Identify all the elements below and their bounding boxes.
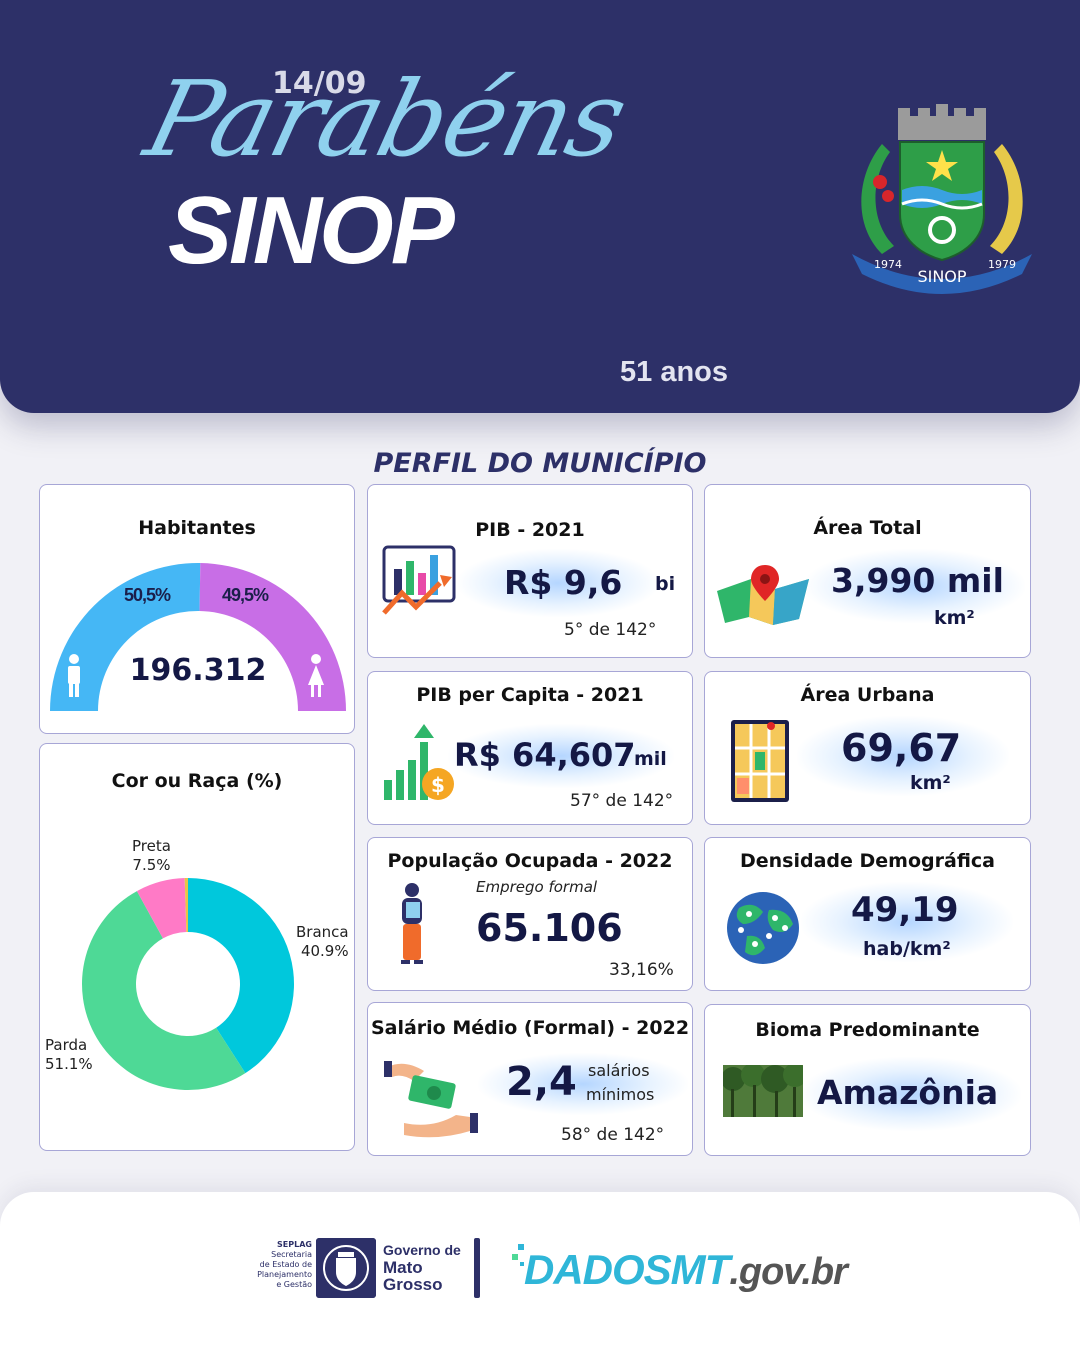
salario-card: Salário Médio (Formal) - 2022 2,4 salári… [367,1002,693,1156]
gov-line-1: Governo de [383,1242,461,1258]
seplag-short: SEPLAG [277,1240,312,1249]
cor-raca-donut-chart [82,878,295,1090]
pib-value: R$ 9,6 [504,563,623,602]
area-urbana-value: 69,67 [841,726,962,770]
area-urbana-card: Área Urbana 69,67 km² [704,671,1031,825]
salario-unit-line2: mínimos [586,1085,655,1104]
anniversary-years: 51 anos [620,356,728,388]
footer: SEPLAG Secretaria de Estado de Planejame… [0,1192,1080,1350]
salario-title: Salário Médio (Formal) - 2022 [370,1017,690,1039]
label-branca-value: 40.9% [300,942,349,960]
forest-icon [723,1065,803,1117]
svg-text:SINOP: SINOP [917,267,966,286]
female-icon [308,654,324,697]
pib-title: PIB - 2021 [475,519,585,541]
pib-capita-card: PIB per Capita - 2021 $ R$ 64,607 mil 57… [367,671,693,825]
bioma-title: Bioma Predominante [755,1019,980,1041]
seplag-line-1: Secretaria [271,1250,312,1259]
seplag-line-2: de Estado de [259,1260,312,1269]
chart-growth-icon [382,545,456,615]
pib-capita-value: R$ 64,607 [454,736,636,774]
cor-raca-title: Cor ou Raça (%) [111,770,283,792]
habitantes-title: Habitantes [138,517,256,539]
pib-capita-title: PIB per Capita - 2021 [416,684,644,706]
pib-unit: bi [655,573,676,595]
cor-raca-card: Cor ou Raça (%) Preta 7.5% Branca 40.9% … [39,743,355,1151]
seplag-text: SEPLAG Secretaria de Estado de Planejame… [254,1240,312,1290]
area-total-value: 3,990 mil [831,561,1004,600]
globe-people-icon [727,892,799,964]
map-pin-icon [717,565,809,625]
label-branca: Branca 40.9% [296,923,349,961]
gender-gauge [50,563,346,711]
salario-rank: 58° de 142° [561,1125,665,1145]
header-banner: Parabéns 14/09 SINOP 51 anos SINOP 1974 … [0,0,1080,413]
gauge-female-segment [199,563,346,711]
densidade-value: 49,19 [851,890,959,930]
donut-slice-parda [82,891,246,1090]
area-total-card: Área Total 3,990 mil km² [704,484,1031,658]
svg-text:1974: 1974 [874,258,902,271]
label-branca-name: Branca [296,923,349,941]
seplag-line-3: Planejamento [257,1270,312,1279]
seplag-line-4: e Gestão [276,1280,312,1289]
salary-hand-icon [384,1061,478,1138]
script-title: Parabéns [134,58,637,180]
donut-slice-preta [136,878,187,939]
salario-unit-line1: salários [588,1061,650,1080]
anniversary-date: 14/09 [272,66,367,101]
densidade-card: Densidade Demográfica 49,19 hab/km² [704,837,1031,991]
populacao-card: População Ocupada - 2022 Emprego formal … [367,837,693,991]
populacao-percentage: 33,16% [609,960,674,980]
area-total-unit: km² [934,607,975,629]
money-growth-icon: $ [384,724,454,800]
label-parda-name: Parda [45,1036,88,1054]
label-preta: Preta 7.5% [132,837,171,875]
gov-line-3: Grosso [383,1275,443,1294]
gov-mt-text: Governo de Mato Grosso [383,1242,473,1293]
dados-mt-main: DADOSMT [524,1246,730,1293]
area-urbana-title: Área Urbana [800,684,935,706]
populacao-subtitle: Emprego formal [476,878,598,896]
worker-icon [401,883,423,964]
habitantes-card: Habitantes 50,5% 49,5% 196.312 [39,484,355,734]
svg-text:1979: 1979 [988,258,1016,271]
label-parda: Parda 51.1% [45,1036,93,1074]
section-title: PERFIL DO MUNICÍPIO [373,448,707,479]
pib-capita-rank: 57° de 142° [570,791,674,811]
label-preta-name: Preta [132,837,171,855]
male-icon [68,654,80,697]
populacao-title: População Ocupada - 2022 [387,850,673,872]
pib-rank: 5° de 142° [564,620,657,640]
city-map-icon [731,720,789,802]
state-coat-of-arms-icon [316,1238,376,1298]
svg-text:$: $ [431,773,445,797]
donut-slice-branca [188,878,295,1074]
gov-line-2: Mato [383,1258,423,1277]
label-preta-value: 7.5% [132,856,171,874]
label-parda-value: 51.1% [45,1055,93,1073]
pib-card: PIB - 2021 R$ 9,6 bi 5° de 142° [367,484,693,658]
dados-mt-suffix: .gov.br [729,1251,848,1293]
habitantes-value: 196.312 [129,653,267,688]
salario-value: 2,4 [506,1059,577,1105]
gauge-male-segment [50,563,201,711]
area-total-title: Área Total [813,517,922,539]
dados-pixel-icon [512,1244,524,1266]
donut-slice-outras [184,878,188,933]
populacao-value: 65.106 [476,906,623,950]
bioma-card: Bioma Predominante Amazônia [704,1004,1031,1156]
dados-mt-logo: DADOSMT.gov.br [524,1246,848,1294]
bioma-value: Amazônia [817,1073,999,1112]
densidade-unit: hab/km² [863,938,951,960]
densidade-title: Densidade Demográfica [740,850,995,872]
footer-divider [474,1238,480,1298]
pib-capita-unit: mil [634,748,667,770]
city-crest-icon: SINOP 1974 1979 [852,104,1032,294]
male-percentage: 50,5% [124,585,171,605]
female-percentage: 49,5% [222,585,269,605]
city-name: SINOP [168,177,455,284]
area-urbana-unit: km² [910,772,951,794]
